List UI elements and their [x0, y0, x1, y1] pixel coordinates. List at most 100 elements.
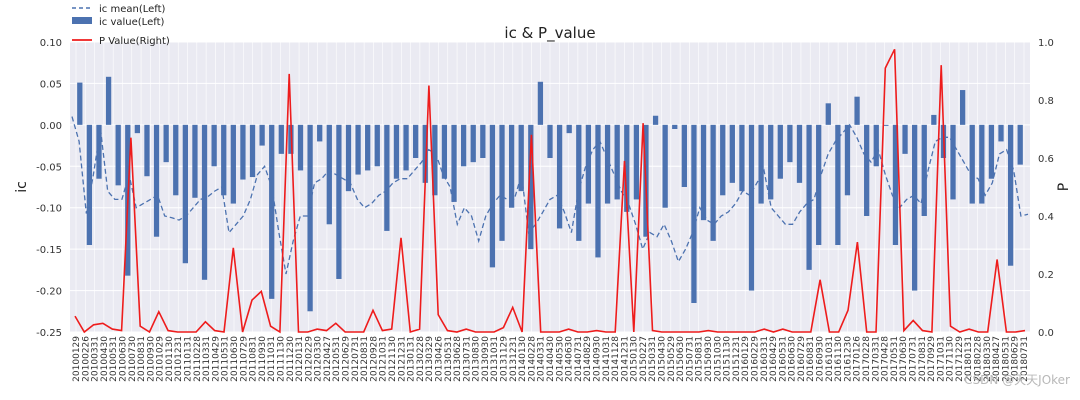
- left-y-tick-label: -0.15: [36, 245, 62, 256]
- x-tick-label: 20111130: [277, 336, 287, 382]
- ic-value-bar: [672, 124, 678, 129]
- ic-value-bar: [739, 124, 745, 192]
- ic-value-bar: [758, 124, 764, 204]
- x-tick-label: 20170228: [862, 336, 872, 382]
- ic-value-bar: [508, 124, 515, 208]
- ic-value-bar: [864, 124, 870, 216]
- x-tick-label: 20160531: [778, 336, 788, 382]
- ic-value-bar: [768, 124, 774, 200]
- ic-value-bar: [547, 124, 553, 158]
- left-y-tick-label: -0.20: [36, 287, 62, 298]
- legend: ic mean(Left) ic value(Left) P Value(Rig…: [72, 4, 170, 47]
- x-tick-label: 20170630: [899, 336, 909, 382]
- left-axis-label: ic: [14, 181, 30, 193]
- x-tick-label: 20160630: [788, 336, 798, 382]
- ic-value-bar: [182, 124, 188, 264]
- ic-value-bar: [355, 124, 361, 175]
- x-tick-label: 20110531: [221, 336, 231, 382]
- x-tick-label: 20110131: [184, 336, 194, 382]
- ic-value-bar: [604, 124, 611, 204]
- left-y-tick-label: 0.05: [40, 79, 62, 90]
- x-tick-label: 20140930: [593, 336, 603, 382]
- ic-value-bar: [585, 124, 592, 204]
- ic-value-bar: [556, 124, 563, 229]
- x-tick-label: 20130426: [435, 336, 445, 382]
- ic-value-bar: [844, 124, 851, 196]
- ic-value-bar: [1017, 124, 1023, 165]
- left-y-tick-label: -0.05: [36, 162, 62, 173]
- x-tick-label: 20150731: [685, 336, 695, 382]
- x-tick-label: 20140530: [555, 336, 565, 382]
- ic-value-bar: [336, 124, 342, 279]
- x-tick-label: 20120731: [351, 336, 361, 382]
- x-tick-label: 20100630: [119, 336, 129, 382]
- x-tick-label: 20100831: [137, 336, 147, 382]
- x-tick-label: 20120131: [295, 336, 305, 382]
- ic-value-bar: [460, 124, 467, 167]
- x-tick-label: 20171229: [955, 336, 965, 382]
- ic-value-bar: [365, 124, 371, 171]
- ic-value-bar: [576, 124, 582, 241]
- x-tick-label: 20121130: [388, 336, 398, 382]
- ic-value-bar: [451, 124, 457, 202]
- x-tick-label: 20170929: [927, 336, 937, 382]
- legend-ic-mean-label: ic mean(Left): [99, 4, 166, 15]
- x-tick-label: 20180427: [992, 336, 1002, 382]
- x-tick-label: 20100430: [100, 336, 110, 382]
- ic-value-bar: [86, 124, 93, 245]
- ic-value-bar: [403, 124, 409, 171]
- x-tick-label: 20120531: [332, 336, 342, 382]
- left-y-tick-label: -0.25: [36, 328, 62, 339]
- ic-value-bar: [729, 124, 735, 183]
- ic-value-bar: [624, 124, 630, 212]
- watermark: CSDN @天天JOker: [964, 373, 1070, 387]
- ic-value-bar: [470, 124, 476, 163]
- x-tick-label: 20110831: [249, 336, 259, 382]
- ic-value-bar: [441, 124, 448, 179]
- x-tick-label: 20110429: [211, 336, 221, 382]
- x-tick-label: 20150331: [648, 336, 658, 382]
- ic-value-bar: [480, 124, 486, 158]
- ic-value-bar: [259, 124, 265, 146]
- x-tick-label: 20130628: [453, 336, 463, 382]
- ic-value-bar: [988, 124, 995, 179]
- ic-value-bar: [249, 124, 256, 178]
- x-tick-label: 20140331: [537, 336, 547, 382]
- x-tick-label: 20180629: [1011, 336, 1021, 382]
- left-y-tick-labels: 0.10 0.05 0.00 -0.05 -0.10 -0.15 -0.20 -0.25: [36, 38, 62, 339]
- x-tick-label: 20150831: [695, 336, 705, 382]
- ic-value-bar: [192, 124, 198, 198]
- ic-value-bar: [221, 124, 227, 196]
- x-tick-label: 20161230: [843, 336, 853, 382]
- ic-value-bar: [787, 124, 793, 163]
- ic-value-bar: [317, 124, 323, 142]
- x-tick-label: 20121031: [379, 336, 389, 382]
- ic-value-bar: [959, 90, 966, 125]
- x-tick-label: 20150630: [676, 336, 686, 382]
- ic-value-bar: [566, 124, 572, 134]
- x-tick-label: 20101029: [156, 336, 166, 382]
- ic-value-bar: [201, 124, 208, 280]
- x-tick-label: 20180330: [983, 336, 993, 382]
- x-tick-label: 20100930: [146, 336, 156, 382]
- ic-value-bar: [278, 124, 284, 154]
- legend-ic-value-label: ic value(Left): [99, 17, 164, 28]
- x-tick-label: 20110729: [239, 336, 249, 382]
- x-tick-label: 20150227: [639, 336, 649, 382]
- ic-value-bar: [950, 124, 956, 200]
- ic-value-bar: [595, 124, 601, 258]
- p-value-line: [74, 48, 1026, 334]
- x-tick-label: 20130930: [481, 336, 491, 382]
- x-tick-label: 20131231: [509, 336, 519, 382]
- x-tick-label: 20131031: [490, 336, 500, 382]
- ic-value-bar: [499, 124, 505, 241]
- x-tick-label: 20140430: [546, 336, 556, 382]
- x-tick-label: 20150529: [667, 336, 677, 382]
- x-tick-label: 20101231: [174, 336, 184, 382]
- x-tick-label: 20130131: [407, 336, 417, 382]
- right-y-tick-label: 0.0: [1038, 328, 1054, 339]
- right-y-tick-label: 0.8: [1038, 96, 1054, 107]
- ic-value-bar: [134, 124, 141, 134]
- x-tick-label: 20180131: [964, 336, 974, 382]
